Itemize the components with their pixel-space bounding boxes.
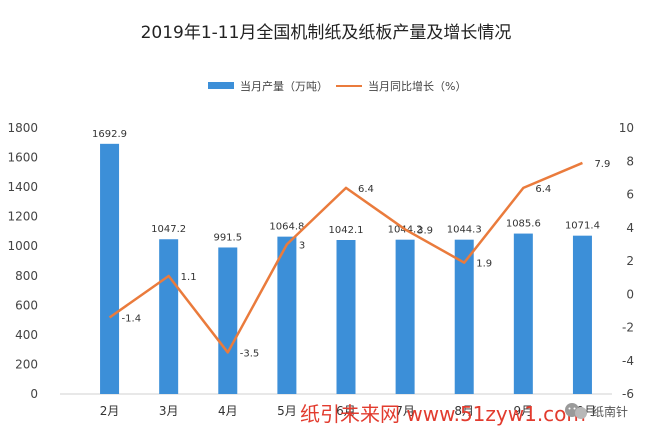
bar-8: [572, 235, 592, 394]
legend-line-label: 当月同比增长（%）: [368, 79, 466, 93]
bar-label-7: 1085.6: [506, 219, 541, 230]
y-right-tick-1: -4: [622, 354, 634, 368]
bar-6: [454, 239, 474, 394]
category-label-7: 9月: [514, 404, 534, 418]
y-right-tick-7: 8: [626, 154, 634, 168]
y-left-tick-3: 600: [15, 298, 38, 312]
legend-bar-label: 当月产量（万吨）: [240, 79, 328, 93]
x-axis-categories: 2月3月4月5月6月7月8月9月10月: [100, 404, 596, 418]
line-labels: -1.4 1.1 -3.5 3 6.4 3.9 1.9 6.4 7.9: [122, 159, 611, 360]
y-left-tick-8: 1600: [7, 151, 38, 165]
chart-title: 2019年1-11月全国机制纸及纸板产量及增长情况: [141, 23, 512, 43]
y-right-tick-5: 4: [626, 221, 634, 235]
y-axis-right: -6 -4 -2 0 2 4 6 8 10: [619, 121, 634, 401]
bar-label-6: 1044.3: [447, 225, 482, 236]
bar-7: [513, 233, 533, 394]
account-name: 纸南针: [592, 404, 628, 419]
y-right-tick-6: 6: [626, 188, 634, 202]
y-right-tick-4: 2: [626, 254, 634, 268]
line-label-3: 3: [299, 240, 305, 251]
growth-line: [108, 161, 583, 354]
bar-label-8: 1071.4: [565, 221, 600, 232]
y-right-tick-0: -6: [622, 387, 634, 401]
bar-4: [336, 240, 356, 394]
category-label-6: 8月: [454, 404, 474, 418]
category-label-4: 6月: [336, 404, 356, 418]
watermark-text: 纸引未来网 www.51zyw1.com: [300, 402, 586, 426]
bar-5: [395, 239, 415, 394]
bar-label-3: 1064.8: [269, 222, 304, 233]
bar-label-2: 991.5: [213, 232, 242, 243]
legend-bar-swatch: [208, 82, 234, 89]
y-left-tick-2: 400: [15, 328, 38, 342]
category-label-1: 3月: [159, 404, 179, 418]
bar-3: [277, 236, 297, 394]
line-label-1: 1.1: [181, 272, 197, 283]
y-right-tick-2: -2: [622, 321, 634, 335]
y-left-tick-0: 0: [30, 387, 38, 401]
y-left-tick-1: 200: [15, 357, 38, 371]
y-right-tick-8: 10: [619, 121, 634, 135]
line-label-0: -1.4: [122, 314, 142, 325]
y-axis-left: 0 200 400 600 800 1000 1200 1400 1600 1800: [7, 121, 38, 401]
wechat-icon: [565, 403, 587, 419]
bar-label-4: 1042.1: [329, 225, 364, 236]
category-label-3: 5月: [277, 404, 297, 418]
line-label-6: 1.9: [476, 259, 492, 270]
category-label-5: 7月: [395, 404, 415, 418]
line-label-7: 6.4: [535, 184, 551, 195]
category-label-2: 4月: [218, 404, 238, 418]
bar-1: [159, 239, 179, 394]
y-left-tick-7: 1400: [7, 180, 38, 194]
line-label-8: 7.9: [594, 159, 610, 170]
y-left-tick-6: 1200: [7, 210, 38, 224]
bar-0: [100, 143, 120, 394]
category-label-0: 2月: [100, 404, 120, 418]
bar-label-1: 1047.2: [151, 224, 186, 235]
y-left-tick-4: 800: [15, 269, 38, 283]
y-left-tick-9: 1800: [7, 121, 38, 135]
line-label-5: 3.9: [417, 225, 433, 236]
line-label-2: -3.5: [240, 348, 260, 359]
line-label-4: 6.4: [358, 184, 374, 195]
y-left-tick-5: 1000: [7, 239, 38, 253]
bar-2: [218, 247, 238, 394]
bar-label-0: 1692.9: [92, 129, 127, 140]
y-right-tick-3: 0: [626, 287, 634, 301]
bars: [100, 143, 592, 394]
legend: 当月产量（万吨） 当月同比增长（%）: [208, 79, 466, 93]
